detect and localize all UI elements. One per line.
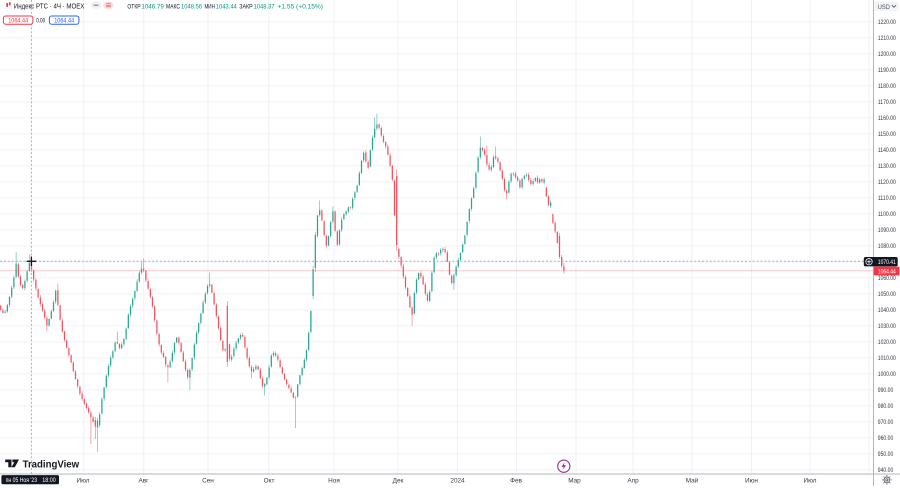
svg-text:1190.00: 1190.00	[878, 67, 896, 74]
svg-text:1150.00: 1150.00	[878, 131, 896, 138]
svg-text:ЗАКР: ЗАКР	[239, 3, 253, 10]
svg-text:1070.41: 1070.41	[878, 259, 896, 266]
svg-text:Июл: Июл	[804, 478, 817, 485]
svg-text:Индекс РТС · 4Ч · MOEX: Индекс РТС · 4Ч · MOEX	[14, 2, 85, 11]
svg-text:1200.00: 1200.00	[878, 51, 896, 58]
svg-text:1170.00: 1170.00	[878, 99, 896, 106]
svg-text:ОТКР: ОТКР	[127, 3, 141, 10]
svg-text:1064.44: 1064.44	[8, 17, 28, 24]
svg-text:пн 05 Ноя '23: пн 05 Ноя '23	[6, 477, 38, 484]
svg-text:Мар: Мар	[568, 478, 581, 485]
svg-text:Авг: Авг	[139, 478, 150, 485]
svg-text:1090.00: 1090.00	[878, 227, 896, 234]
svg-text:Фев: Фев	[510, 478, 522, 485]
svg-text:1040.00: 1040.00	[878, 307, 896, 314]
svg-text:Июн: Июн	[745, 478, 758, 485]
svg-text:0.00: 0.00	[36, 17, 45, 24]
svg-text:1048.37: 1048.37	[254, 3, 275, 10]
svg-text:Окт: Окт	[264, 478, 275, 485]
svg-text:Май: Май	[686, 477, 699, 485]
svg-text:1110.00: 1110.00	[878, 195, 896, 202]
svg-text:1120.00: 1120.00	[878, 179, 896, 186]
svg-text:960.00: 960.00	[878, 435, 894, 442]
svg-text:Дек: Дек	[393, 478, 404, 485]
svg-text:1050.00: 1050.00	[878, 291, 896, 298]
svg-text:1043.44: 1043.44	[216, 3, 237, 10]
svg-text:940.00: 940.00	[878, 467, 894, 474]
svg-text:2024: 2024	[450, 478, 465, 485]
svg-text:TradingView: TradingView	[23, 459, 80, 470]
svg-text:1064.44: 1064.44	[878, 268, 896, 275]
svg-text:1130.00: 1130.00	[878, 163, 896, 170]
svg-text:1046.79: 1046.79	[141, 3, 164, 10]
svg-text:1160.00: 1160.00	[878, 115, 896, 122]
svg-text:990.00: 990.00	[878, 387, 894, 394]
svg-text:МАКС: МАКС	[166, 3, 180, 10]
svg-text:Июл: Июл	[77, 478, 90, 485]
svg-text:Апр: Апр	[627, 478, 639, 485]
svg-text:1180.00: 1180.00	[878, 83, 896, 90]
svg-text:1210.00: 1210.00	[878, 35, 896, 42]
svg-text:МИН: МИН	[205, 3, 216, 10]
svg-text:1064.44: 1064.44	[54, 17, 74, 24]
svg-text:1220.00: 1220.00	[878, 19, 896, 26]
svg-text:1100.00: 1100.00	[878, 211, 896, 218]
svg-text:1140.00: 1140.00	[878, 147, 896, 154]
svg-text:+1.55 (+0.15%): +1.55 (+0.15%)	[278, 3, 324, 10]
svg-text:1010.00: 1010.00	[878, 355, 896, 362]
svg-text:1080.00: 1080.00	[878, 243, 896, 250]
svg-text:Сен: Сен	[202, 478, 214, 485]
svg-text:1020.00: 1020.00	[878, 339, 896, 346]
svg-text:Ноя: Ноя	[328, 478, 340, 485]
svg-text:1048.56: 1048.56	[181, 3, 202, 10]
svg-text:1060.00: 1060.00	[878, 275, 896, 282]
svg-text:970.00: 970.00	[878, 419, 894, 426]
svg-text:1000.00: 1000.00	[878, 371, 896, 378]
svg-text:1030.00: 1030.00	[878, 323, 896, 330]
svg-text:980.00: 980.00	[878, 403, 894, 410]
svg-text:950.00: 950.00	[878, 451, 894, 458]
svg-text:USD: USD	[878, 4, 890, 11]
svg-text:18:00: 18:00	[42, 477, 56, 484]
